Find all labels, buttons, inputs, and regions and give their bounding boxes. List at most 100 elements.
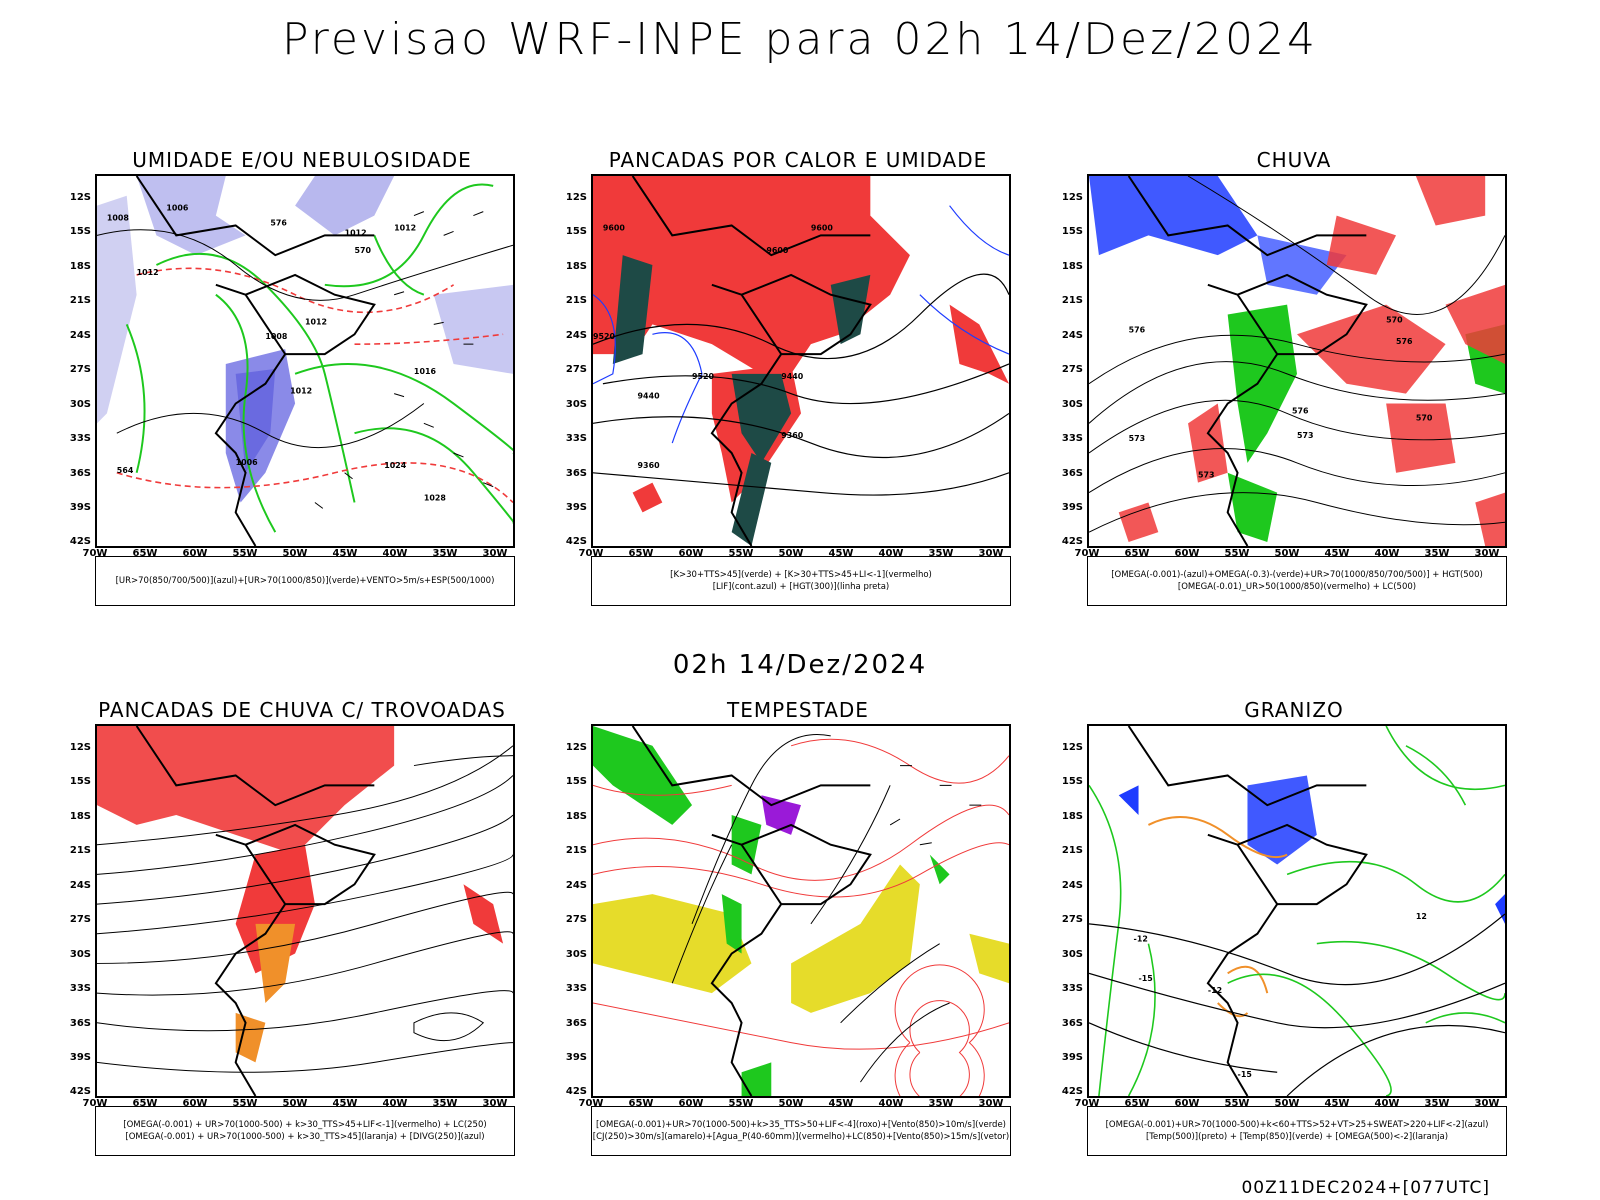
- legend-box: [OMEGA(-0.001) + UR>70(1000-500) + k>30_…: [95, 1106, 515, 1156]
- legend-box: [OMEGA(-0.001)-(azul)+OMEGA(-0.3)-(verde…: [1087, 556, 1507, 606]
- lat-label: 27S: [69, 364, 91, 375]
- lon-label: 35W: [432, 1098, 458, 1109]
- lat-label: 12S: [565, 192, 587, 203]
- contour-label: 1012: [394, 223, 416, 232]
- contour-label: 576: [1129, 325, 1146, 334]
- lat-label: 24S: [69, 330, 91, 341]
- map-tempestade: [591, 724, 1011, 1098]
- contour-label: 573: [1129, 434, 1146, 443]
- contour-label: 9600: [603, 223, 626, 232]
- lon-label: 35W: [928, 548, 954, 559]
- map-chuva: 576 573 576 576 570 573 570 573: [1087, 174, 1507, 548]
- lat-label: 39S: [565, 1052, 587, 1063]
- lon-label: 45W: [332, 548, 358, 559]
- lat-label: 36S: [565, 1018, 587, 1029]
- contour-label: 1006: [236, 458, 259, 467]
- contour-label: -15: [1238, 1070, 1252, 1079]
- lat-label: 12S: [565, 742, 587, 753]
- contour-label: 576: [1292, 406, 1309, 415]
- lat-label: 42S: [69, 1086, 91, 1097]
- lat-label: 12S: [1061, 192, 1083, 203]
- lon-label: 65W: [1124, 548, 1150, 559]
- map-umidade: 1008 1006 1012 1012 1012 1008 1012 1016 1012 1024…: [95, 174, 515, 548]
- contour-label: 1016: [414, 367, 437, 376]
- lat-label: 39S: [69, 502, 91, 513]
- lon-label: 30W: [978, 1098, 1004, 1109]
- lon-label: 40W: [382, 1098, 408, 1109]
- lon-label: 50W: [1274, 548, 1300, 559]
- lat-label: 27S: [565, 364, 587, 375]
- lat-label: 36S: [69, 1018, 91, 1029]
- lon-label: 40W: [1374, 548, 1400, 559]
- mid-time-label: 02h 14/Dez/2024: [672, 650, 928, 680]
- lat-label: 21S: [1061, 295, 1083, 306]
- contour-label: 570: [1386, 315, 1403, 324]
- lat-label: 15S: [1061, 776, 1083, 787]
- contour-label: 570: [355, 246, 372, 255]
- panel-tempestade: TEMPESTADE: [563, 698, 1033, 1178]
- lat-label: 39S: [1061, 502, 1083, 513]
- panel-chuva: CHUVA: [1059, 148, 1529, 628]
- lon-label: 55W: [232, 548, 258, 559]
- lon-label: 70W: [578, 1098, 604, 1109]
- lon-label: 55W: [1224, 548, 1250, 559]
- lon-label: 40W: [878, 1098, 904, 1109]
- lon-label: 60W: [182, 548, 208, 559]
- lon-label: 35W: [432, 548, 458, 559]
- lat-label: 24S: [1061, 330, 1083, 341]
- contour-label: 1008: [107, 214, 130, 223]
- lat-label: 18S: [1061, 811, 1083, 822]
- contour-label: 1012: [137, 268, 159, 277]
- lat-label: 18S: [69, 261, 91, 272]
- lon-label: 30W: [1474, 1098, 1500, 1109]
- lat-label: 42S: [565, 536, 587, 547]
- lon-label: 60W: [678, 1098, 704, 1109]
- lat-label: 30S: [1061, 399, 1083, 410]
- lat-label: 33S: [69, 983, 91, 994]
- lat-label: 30S: [1061, 949, 1083, 960]
- lon-label: 65W: [132, 548, 158, 559]
- panel-title: TEMPESTADE: [727, 698, 869, 722]
- lon-label: 40W: [382, 548, 408, 559]
- contour-label: 9600: [811, 223, 834, 232]
- legend-line: [OMEGA(-0.001) + UR>70(1000-500) + k>30_…: [125, 1132, 485, 1142]
- lon-label: 55W: [232, 1098, 258, 1109]
- lat-label: 21S: [69, 295, 91, 306]
- contour-label: 9360: [638, 461, 661, 470]
- lon-label: 55W: [728, 1098, 754, 1109]
- contour-label: 573: [1297, 431, 1314, 440]
- legend-line: [OMEGA(-0.001)-(azul)+OMEGA(-0.3)-(verde…: [1111, 570, 1483, 580]
- contour-label: 9440: [638, 392, 661, 401]
- lon-label: 45W: [828, 1098, 854, 1109]
- lon-label: 65W: [628, 1098, 654, 1109]
- lon-label: 45W: [1324, 548, 1350, 559]
- lat-label: 36S: [69, 468, 91, 479]
- lat-label: 30S: [565, 399, 587, 410]
- contour-label: -12: [1134, 935, 1148, 944]
- lat-label: 33S: [1061, 983, 1083, 994]
- lat-label: 27S: [69, 914, 91, 925]
- panel-trovoadas: PANCADAS DE CHUVA C/ TROVOADAS: [67, 698, 537, 1178]
- lat-label: 12S: [1061, 742, 1083, 753]
- lat-label: 21S: [1061, 845, 1083, 856]
- lat-label: 39S: [565, 502, 587, 513]
- map-granizo: -12 -15 -12 12 -15: [1087, 724, 1507, 1098]
- map-pancadas-calor: 9600 9600 9600 9520 9520 9440 9440 9360 9360: [591, 174, 1011, 548]
- panel-granizo: GRANIZO: [1059, 698, 1529, 1178]
- panel-umidade: UMIDADE E/OU NEBULOSIDADE: [67, 148, 537, 628]
- contour-label: -12: [1208, 986, 1222, 995]
- lat-label: 24S: [565, 880, 587, 891]
- panel-title: PANCADAS POR CALOR E UMIDADE: [608, 148, 988, 172]
- lon-label: 45W: [1324, 1098, 1350, 1109]
- legend-box: [UR>70(850/700/500)](azul)+[UR>70(1000/8…: [95, 556, 515, 606]
- legend-line: [OMEGA(-0.01)_UR>50(1000/850)(vermelho) …: [1177, 582, 1417, 592]
- legend-box: [OMEGA(-0.001)+UR>70(1000-500)+k>35_TTS>…: [591, 1106, 1011, 1156]
- lon-label: 65W: [1124, 1098, 1150, 1109]
- lon-label: 40W: [878, 548, 904, 559]
- lat-label: 33S: [1061, 433, 1083, 444]
- lat-label: 21S: [69, 845, 91, 856]
- contour-label: 576: [270, 218, 287, 227]
- lat-label: 42S: [69, 536, 91, 547]
- lat-label: 15S: [69, 776, 91, 787]
- contour-label: 1008: [265, 332, 288, 341]
